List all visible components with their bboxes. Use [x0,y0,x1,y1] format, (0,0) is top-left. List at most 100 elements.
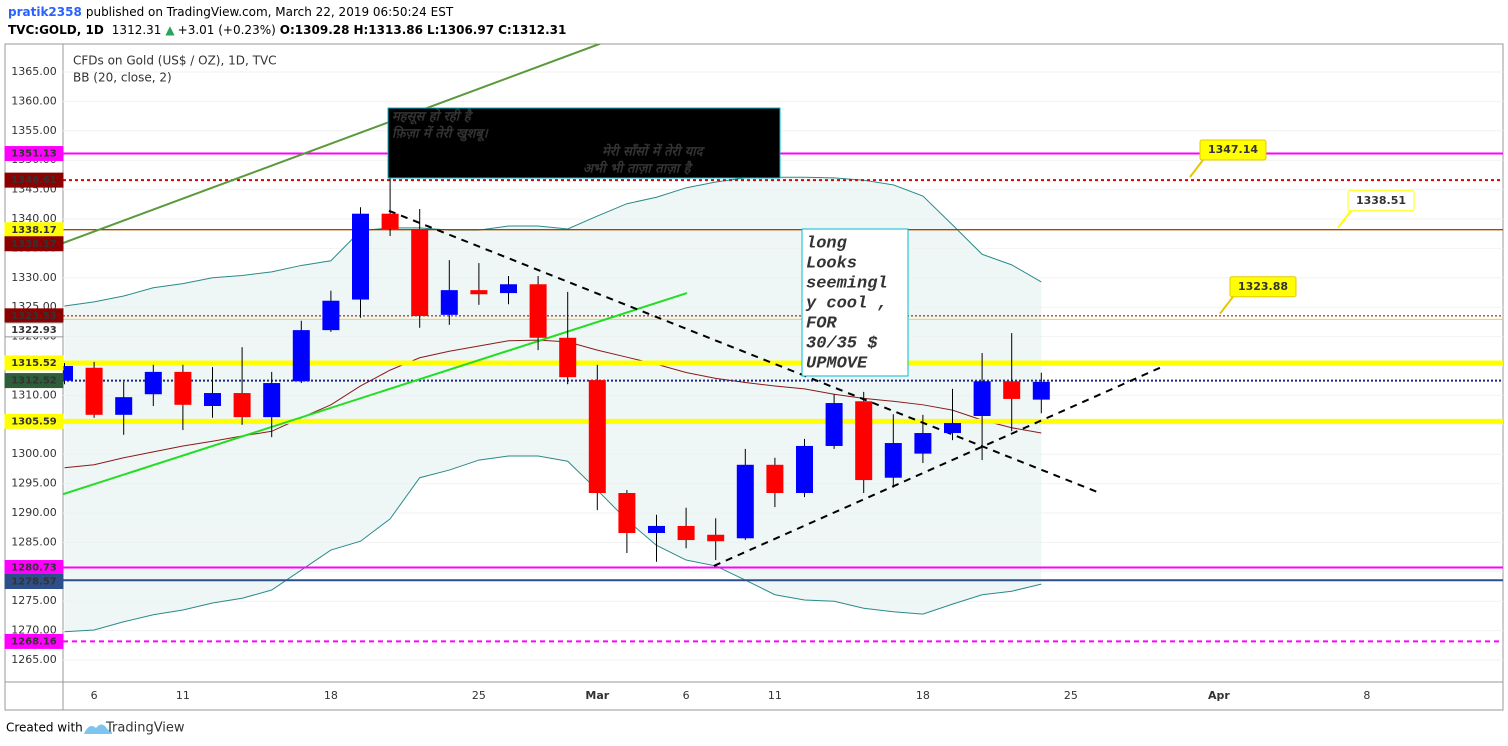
candle-body [204,393,221,406]
callout-label: 1338.51 [1356,194,1406,207]
callout-label: 1323.88 [1238,280,1288,293]
text-box [387,107,781,179]
change: +3.01 (+0.23%) [178,23,276,37]
text-box-line: Looks [806,254,857,273]
price-label: 1323.53 [11,311,57,322]
callout-box [1347,190,1415,212]
o-label: O: [280,23,295,37]
price-label-bg [4,413,64,429]
callout-pointer [1337,210,1352,229]
c-label: C: [498,23,512,37]
footer-brand: TradingView [105,721,185,736]
header-line: pratik2358 published on TradingView.com, … [8,5,454,19]
price-label-bg [4,236,64,252]
callout-box [1199,139,1267,161]
candle-body [381,213,399,229]
text-box-line: फ़िज़ा में तेरी खुशबू। [392,126,489,142]
brand-logo [84,724,112,734]
text-box-line: अभी भी ताज़ा ताज़ा है [583,161,694,177]
y-tick-label: 1290.00 [11,506,57,519]
candle-body [973,381,991,416]
overlay: महसूस हो रही हैफ़िज़ा में तेरी खुशबू। मेर… [387,107,1415,377]
o: 1309.28 [295,23,350,37]
x-tick-label: 25 [1064,689,1078,702]
l-label: L: [427,23,439,37]
y-tick-label: 1300.00 [11,447,57,460]
x-tick-label: 18 [916,689,930,702]
candle-body [736,464,754,539]
trend-line [713,366,1161,567]
bb-lower [64,455,1042,633]
y-tick-label: 1310.00 [11,388,57,401]
candle-body [174,371,192,405]
x-tick-label: 8 [1363,689,1370,702]
price-label-bg [4,574,64,590]
text-box-line: y cool , [805,294,888,313]
candle-body [707,534,725,542]
user: pratik2358 [8,5,82,19]
y-tick-label: 1285.00 [11,535,57,548]
price-label-bg [4,322,64,338]
y-tick-label: 1360.00 [11,94,57,107]
symbol-line: TVC:GOLD, 1D 1312.31 ▲ +3.01 (+0.23%) O:1309… [8,23,566,37]
candle-body [1003,381,1021,399]
candle-body [796,445,813,494]
text-box-line: महसूस हो रही है [392,109,474,125]
published: published on TradingView.com, March 22, … [86,5,454,19]
text-box-line: मेरी साँसों में तेरी याद [602,144,706,160]
l: 1306.97 [439,23,494,37]
price-label-bg [4,172,64,188]
candle-body [115,397,133,415]
price-label-bg [4,373,64,389]
candle-body [944,423,961,434]
y-tick-label: 1275.00 [11,594,57,607]
x-tick-label: 25 [472,689,486,702]
text-box-line: long [806,234,848,253]
c: 1312.31 [512,23,567,37]
price-label: 1351.13 [11,149,57,160]
candle-body [855,401,873,481]
arrow: ▲ [165,23,175,37]
y-tick-label: 1270.00 [11,624,57,637]
candle-body [144,371,162,395]
price-label: 1338.17 [11,239,57,250]
callout-pointer [1189,159,1204,178]
candle-body [85,367,103,415]
price-label: 1338.17 [11,225,57,236]
price-label-bg [4,146,64,162]
candle-body [500,284,517,294]
price-label: 1268.16 [11,636,57,647]
x-tick-label: 11 [176,689,190,702]
candle-body [411,228,429,317]
price-label: 1280.73 [11,563,57,574]
price-label: 1322.93 [11,325,57,336]
text-box-line: 30/35 $ [806,334,878,353]
candle-body [322,300,340,331]
candle-body [766,464,784,494]
h-label: H: [353,23,368,37]
y-tick-label: 1295.00 [11,477,57,490]
candle-body [292,330,310,382]
candle-body [529,284,547,338]
x-tick-label: 11 [768,689,782,702]
callout-label: 1347.14 [1208,143,1258,156]
plot [63,44,1503,661]
bb-band [64,177,1042,632]
x-tick-label: Apr [1208,689,1230,702]
x-tick-label: 18 [324,689,338,702]
price-label: 1305.59 [11,416,57,427]
text-box-line: seemingl [806,274,888,293]
chart-title: CFDs on Gold (US$ / OZ), 1D, TVC [73,54,277,68]
candle-body [63,365,73,381]
price-label: 1278.57 [11,577,57,588]
candle-body [440,290,458,315]
candle-body [914,433,932,454]
candle-body [263,383,281,418]
x-tick-label: Mar [585,689,609,702]
candle-body [884,443,902,478]
y-tick-label: 1265.00 [11,653,57,666]
text-box-line: UPMOVE [806,354,868,373]
symbol: TVC:GOLD, 1D [8,23,104,37]
indicator-legend: BB (20, close, 2) [73,71,172,85]
